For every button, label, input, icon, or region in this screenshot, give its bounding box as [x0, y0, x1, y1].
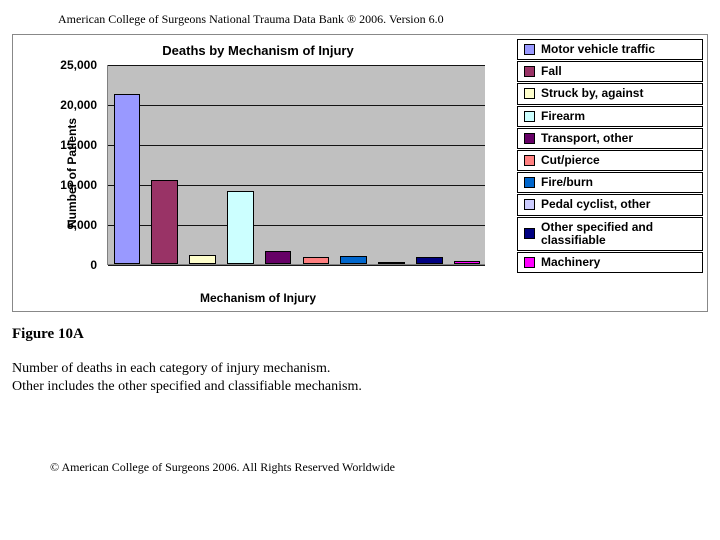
plot-area [107, 65, 485, 265]
legend-item: Struck by, against [517, 83, 703, 104]
legend-label: Motor vehicle traffic [541, 43, 655, 56]
legend-label: Fire/burn [541, 176, 593, 189]
y-tick-label: 20,000 [17, 98, 97, 112]
bar [378, 262, 404, 264]
legend-swatch [524, 228, 535, 239]
figure-label: Figure 10A [12, 326, 84, 343]
bar [416, 257, 442, 264]
footer-copyright: © American College of Surgeons 2006. All… [50, 460, 395, 475]
y-tick-label: 10,000 [17, 178, 97, 192]
bar [114, 94, 140, 264]
legend-item: Motor vehicle traffic [517, 39, 703, 60]
legend: Motor vehicle traffic Fall Struck by, agai… [517, 39, 703, 274]
legend-item: Other specified and classifiable [517, 217, 703, 251]
legend-label: Firearm [541, 110, 585, 123]
figure-caption: Number of deaths in each category of inj… [12, 360, 362, 395]
bar [227, 191, 253, 264]
bar [340, 256, 366, 264]
bar [265, 251, 291, 264]
legend-label: Pedal cyclist, other [541, 198, 650, 211]
legend-swatch [524, 199, 535, 210]
legend-item: Machinery [517, 252, 703, 273]
bars-group [108, 65, 485, 264]
legend-swatch [524, 257, 535, 268]
legend-label: Struck by, against [541, 87, 643, 100]
bar [303, 257, 329, 264]
legend-item: Cut/pierce [517, 150, 703, 171]
y-tick-label: 25,000 [17, 58, 97, 72]
bar [151, 180, 177, 264]
legend-swatch [524, 44, 535, 55]
legend-swatch [524, 111, 535, 122]
legend-swatch [524, 177, 535, 188]
bar [454, 261, 480, 264]
y-tick-label: 0 [17, 258, 97, 272]
y-tick-labels: 05,00010,00015,00020,00025,000 [13, 65, 103, 265]
x-axis-label: Mechanism of Injury [13, 291, 503, 305]
caption-line-2: Other includes the other specified and c… [12, 378, 362, 396]
legend-item: Pedal cyclist, other [517, 194, 703, 215]
gridline [108, 265, 485, 266]
chart-container: Deaths by Mechanism of Injury Number of … [12, 34, 708, 312]
legend-swatch [524, 133, 535, 144]
legend-swatch [524, 88, 535, 99]
legend-label: Machinery [541, 256, 600, 269]
legend-item: Fire/burn [517, 172, 703, 193]
y-tick-label: 5,000 [17, 218, 97, 232]
header-source-line: American College of Surgeons National Tr… [58, 12, 444, 27]
legend-item: Transport, other [517, 128, 703, 149]
legend-label: Other specified and classifiable [541, 221, 696, 247]
legend-swatch [524, 66, 535, 77]
legend-label: Fall [541, 65, 562, 78]
legend-item: Fall [517, 61, 703, 82]
legend-item: Firearm [517, 106, 703, 127]
legend-label: Cut/pierce [541, 154, 600, 167]
caption-line-1: Number of deaths in each category of inj… [12, 360, 362, 378]
chart-title: Deaths by Mechanism of Injury [13, 43, 503, 58]
legend-swatch [524, 155, 535, 166]
legend-label: Transport, other [541, 132, 633, 145]
bar [189, 255, 215, 264]
y-tick-label: 15,000 [17, 138, 97, 152]
